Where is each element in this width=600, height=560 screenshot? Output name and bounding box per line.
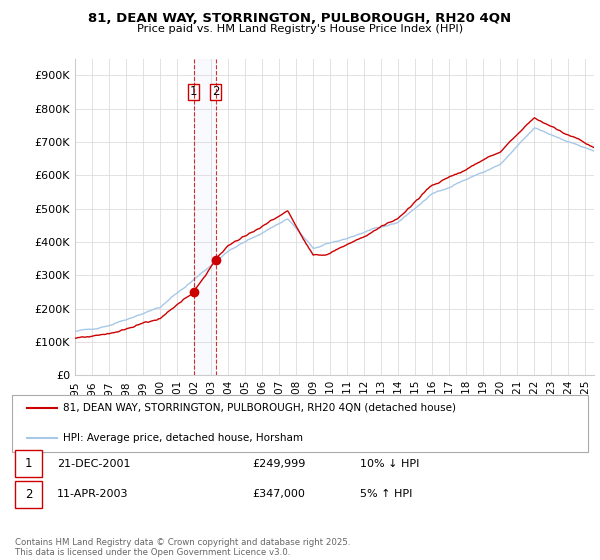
Text: 81, DEAN WAY, STORRINGTON, PULBOROUGH, RH20 4QN: 81, DEAN WAY, STORRINGTON, PULBOROUGH, R… — [88, 12, 512, 25]
Text: Price paid vs. HM Land Registry's House Price Index (HPI): Price paid vs. HM Land Registry's House … — [137, 24, 463, 34]
Bar — [194, 59, 216, 375]
Text: 21-DEC-2001: 21-DEC-2001 — [57, 459, 131, 469]
Text: £347,000: £347,000 — [252, 489, 305, 500]
Text: HPI: Average price, detached house, Horsham: HPI: Average price, detached house, Hors… — [63, 433, 303, 443]
Text: 1: 1 — [25, 457, 32, 470]
Text: 81, DEAN WAY, STORRINGTON, PULBOROUGH, RH20 4QN (detached house): 81, DEAN WAY, STORRINGTON, PULBOROUGH, R… — [63, 403, 456, 413]
Text: 1: 1 — [190, 86, 197, 99]
Text: 11-APR-2003: 11-APR-2003 — [57, 489, 128, 500]
Text: 2: 2 — [212, 86, 220, 99]
Text: 5% ↑ HPI: 5% ↑ HPI — [360, 489, 412, 500]
Text: 2: 2 — [25, 488, 32, 501]
Text: 10% ↓ HPI: 10% ↓ HPI — [360, 459, 419, 469]
Text: Contains HM Land Registry data © Crown copyright and database right 2025.
This d: Contains HM Land Registry data © Crown c… — [15, 538, 350, 557]
Text: £249,999: £249,999 — [252, 459, 305, 469]
